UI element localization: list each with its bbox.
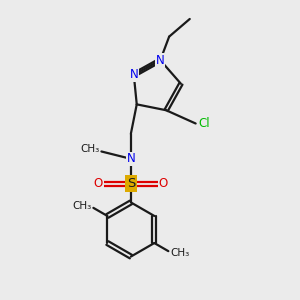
Text: CH₃: CH₃ (73, 201, 92, 212)
Text: N: N (156, 54, 165, 67)
Text: N: N (129, 68, 138, 81)
Text: S: S (127, 177, 135, 190)
Text: CH₃: CH₃ (171, 248, 190, 258)
Text: Cl: Cl (198, 117, 210, 130)
Text: O: O (94, 177, 103, 190)
Text: O: O (159, 177, 168, 190)
Text: N: N (127, 152, 135, 165)
Text: CH₃: CH₃ (81, 144, 100, 154)
